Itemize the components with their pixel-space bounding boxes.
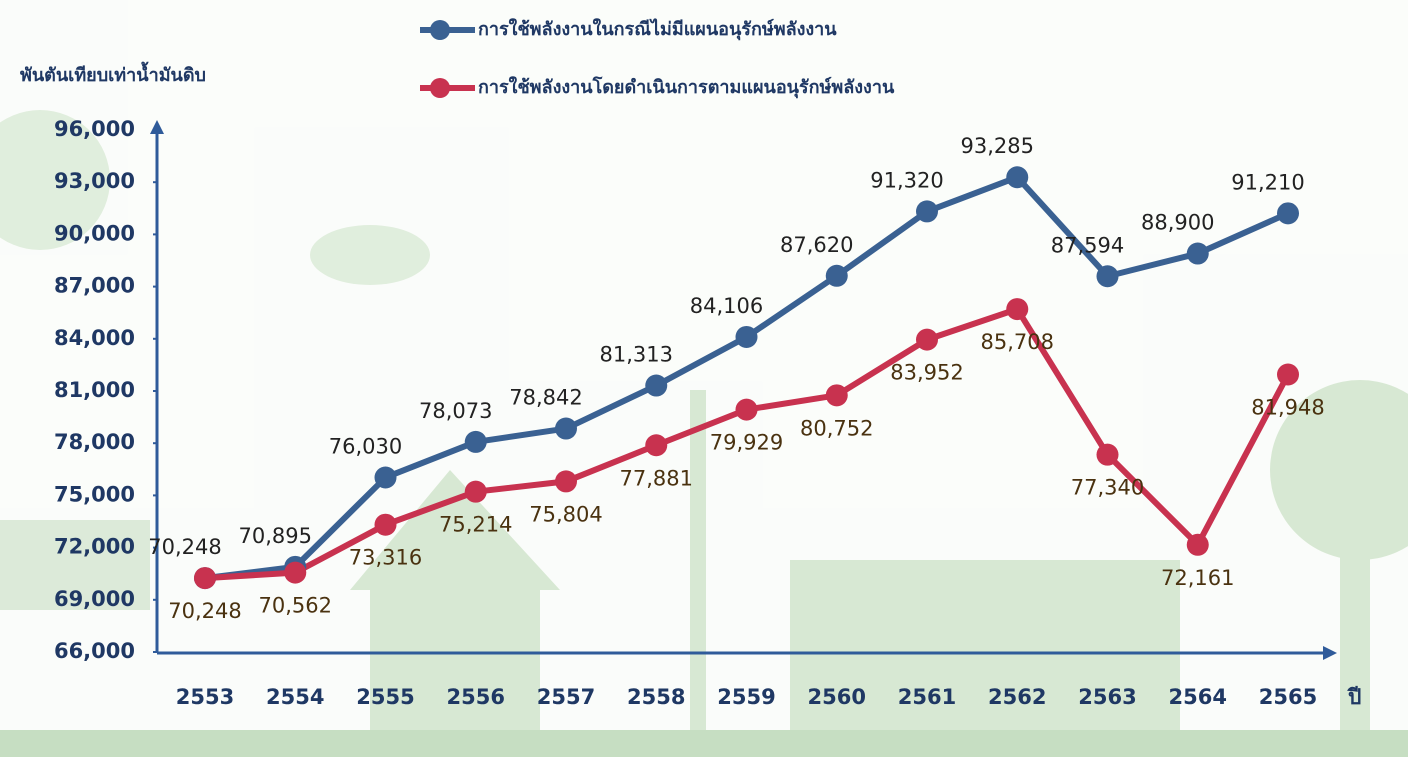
y-tick-label: 81,000: [54, 378, 135, 402]
y-tick-label: 96,000: [54, 117, 135, 141]
point: [1277, 364, 1299, 386]
y-axis-label: พันตันเทียบเท่าน้ำมันดิบ: [20, 61, 206, 86]
value-label: 93,285: [961, 134, 1034, 158]
point: [555, 470, 577, 492]
chart: พันตันเทียบเท่าน้ำมันดิบ ปี 66,000 69,000…: [0, 0, 1408, 757]
value-label: 72,161: [1161, 566, 1234, 590]
x-tick-label: 2558: [627, 685, 685, 709]
value-label: 81,948: [1251, 396, 1324, 420]
page: {"chart_data": {"type": "line", "y_label…: [0, 0, 1408, 757]
x-tick-label: 2553: [176, 685, 234, 709]
y-tick-label: 72,000: [54, 535, 135, 559]
value-label: 77,340: [1071, 476, 1144, 500]
point: [1187, 534, 1209, 556]
point: [1097, 444, 1119, 466]
x-tick-label: 2565: [1259, 685, 1317, 709]
value-label: 78,073: [419, 399, 492, 423]
x-tick-label: 2559: [717, 685, 775, 709]
point: [555, 418, 577, 440]
point: [194, 567, 216, 589]
y-tick-label: 87,000: [54, 274, 135, 298]
legend-label: การใช้พลังงานในกรณีไม่มีแผนอนุรักษ์พลังง…: [478, 18, 837, 41]
point: [736, 399, 758, 421]
x-tick-label: 2560: [808, 685, 866, 709]
y-tick-label: 90,000: [54, 221, 135, 245]
value-label: 75,804: [529, 502, 602, 526]
point: [645, 375, 667, 397]
value-label: 76,030: [329, 434, 402, 458]
point: [1277, 202, 1299, 224]
value-label: 75,214: [439, 513, 512, 537]
value-label: 91,320: [870, 168, 943, 192]
value-label: 81,313: [600, 343, 673, 367]
value-label: 79,929: [710, 431, 783, 455]
point: [916, 329, 938, 351]
point: [736, 326, 758, 348]
x-tick-label: 2561: [898, 685, 956, 709]
x-axis-label: ปี: [1346, 685, 1361, 709]
value-label: 91,210: [1231, 170, 1304, 194]
x-tick-label: 2554: [266, 685, 324, 709]
legend-label: การใช้พลังงานโดยดำเนินการตามแผนอนุรักษ์พ…: [478, 76, 895, 99]
point: [826, 384, 848, 406]
point: [826, 265, 848, 287]
x-tick-label: 2562: [988, 685, 1046, 709]
background: [0, 0, 1408, 757]
y-tick-label: 93,000: [54, 169, 135, 193]
value-label: 70,248: [148, 535, 221, 559]
legend-marker: [430, 78, 450, 98]
point: [645, 434, 667, 456]
point: [375, 514, 397, 536]
y-tick-label: 66,000: [54, 639, 135, 663]
y-tick-label: 69,000: [54, 587, 135, 611]
value-label: 70,248: [168, 599, 241, 623]
x-tick-label: 2555: [356, 685, 414, 709]
point: [465, 481, 487, 503]
point: [284, 562, 306, 584]
value-label: 78,842: [509, 386, 582, 410]
value-label: 70,895: [239, 524, 312, 548]
value-label: 83,952: [890, 361, 963, 385]
x-tick-label: 2564: [1169, 685, 1227, 709]
y-tick-label: 75,000: [54, 482, 135, 506]
legend-marker: [430, 20, 450, 40]
point: [916, 200, 938, 222]
point: [1187, 243, 1209, 265]
y-tick-label: 84,000: [54, 326, 135, 350]
value-label: 87,594: [1051, 233, 1124, 257]
x-tick-label: 2563: [1078, 685, 1136, 709]
point: [1097, 265, 1119, 287]
x-tick-label: 2556: [447, 685, 505, 709]
point: [1006, 166, 1028, 188]
value-label: 70,562: [259, 594, 332, 618]
x-tick-label: 2557: [537, 685, 595, 709]
value-label: 87,620: [780, 233, 853, 257]
value-label: 88,900: [1141, 211, 1214, 235]
value-label: 80,752: [800, 416, 873, 440]
value-label: 85,708: [981, 330, 1054, 354]
point: [465, 431, 487, 453]
value-label: 84,106: [690, 294, 763, 318]
value-label: 73,316: [349, 546, 422, 570]
point: [375, 466, 397, 488]
y-tick-label: 78,000: [54, 430, 135, 454]
value-label: 77,881: [620, 466, 693, 490]
point: [1006, 298, 1028, 320]
